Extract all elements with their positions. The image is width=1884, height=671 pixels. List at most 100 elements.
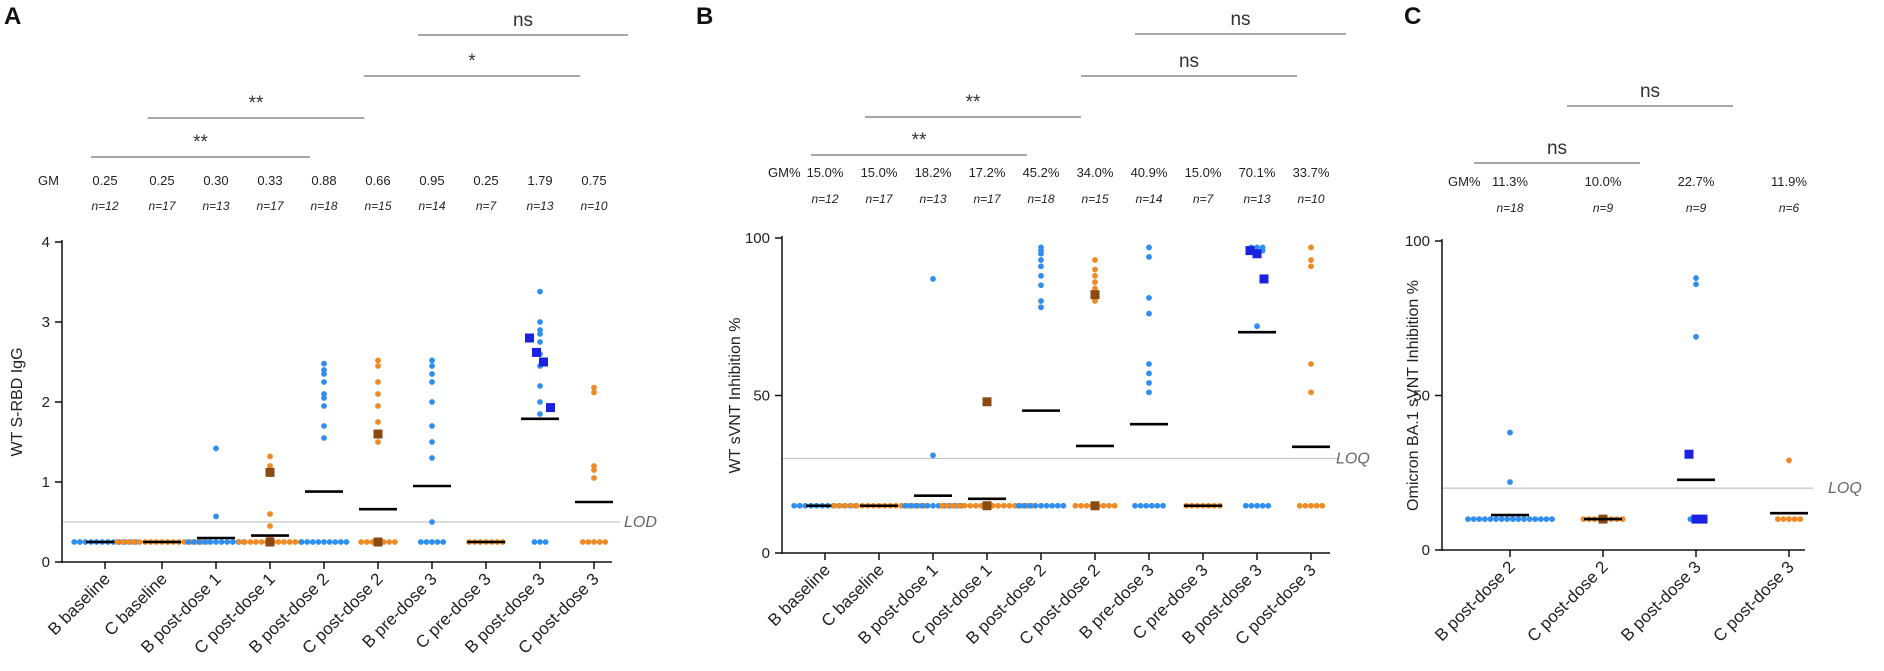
limit-label: LOQ bbox=[1828, 480, 1862, 497]
data-point bbox=[853, 502, 860, 509]
data-point bbox=[1248, 502, 1255, 509]
data-point bbox=[1092, 298, 1098, 304]
y-tick-label: 4 bbox=[42, 234, 50, 251]
data-point bbox=[956, 502, 962, 509]
sample-size-label: n=12 bbox=[91, 199, 118, 213]
data-point bbox=[1509, 516, 1516, 522]
sample-size-label: n=18 bbox=[310, 199, 337, 213]
data-point bbox=[1498, 516, 1505, 522]
data-point bbox=[1146, 380, 1152, 386]
data-point bbox=[1313, 502, 1320, 509]
stat-value: 18.2% bbox=[915, 165, 952, 180]
highlight-point bbox=[1090, 501, 1100, 511]
data-point bbox=[1146, 389, 1152, 396]
data-point bbox=[950, 502, 957, 509]
data-point bbox=[1308, 502, 1314, 509]
data-point bbox=[591, 463, 597, 469]
data-point bbox=[537, 288, 543, 295]
data-point bbox=[1026, 502, 1033, 509]
data-point bbox=[315, 539, 322, 545]
data-point bbox=[1774, 516, 1781, 522]
data-point bbox=[1526, 516, 1533, 522]
data-point bbox=[791, 502, 798, 509]
data-point bbox=[1038, 272, 1044, 279]
data-point bbox=[258, 539, 265, 545]
stat-value: 0.25 bbox=[92, 173, 117, 188]
category-label: C post-dose 2 bbox=[1524, 557, 1612, 645]
highlight-point bbox=[539, 357, 548, 367]
data-point bbox=[1038, 257, 1044, 263]
limit-label: LOQ bbox=[1336, 451, 1370, 468]
stat-value: 0.33 bbox=[257, 173, 282, 188]
data-point bbox=[136, 539, 143, 545]
data-point bbox=[531, 539, 538, 545]
category-label: C post-dose 3 bbox=[1710, 557, 1798, 645]
data-point bbox=[386, 539, 393, 545]
data-point bbox=[1507, 479, 1513, 485]
y-tick-label: 2 bbox=[42, 394, 50, 411]
sample-size-label: n=7 bbox=[1193, 192, 1215, 206]
data-point bbox=[267, 463, 273, 469]
data-point bbox=[375, 391, 381, 397]
data-point bbox=[842, 502, 849, 509]
highlight-point bbox=[265, 467, 275, 477]
significance-label: ** bbox=[912, 130, 927, 151]
data-point bbox=[796, 502, 803, 509]
y-tick-label: 0 bbox=[762, 545, 770, 562]
data-point bbox=[253, 539, 259, 545]
data-point bbox=[429, 423, 435, 429]
stat-value: 70.1% bbox=[1239, 165, 1276, 180]
data-point bbox=[1242, 502, 1249, 509]
data-point bbox=[930, 276, 936, 282]
data-point bbox=[343, 539, 350, 545]
data-point bbox=[1043, 502, 1050, 509]
data-point bbox=[1154, 502, 1161, 509]
data-point bbox=[1254, 502, 1260, 509]
data-point bbox=[1308, 361, 1314, 367]
sample-size-label: n=18 bbox=[1027, 192, 1054, 206]
data-point bbox=[375, 379, 381, 385]
data-point bbox=[918, 502, 925, 509]
data-point bbox=[286, 539, 293, 545]
data-point bbox=[190, 539, 197, 545]
stat-value: 40.9% bbox=[1131, 165, 1168, 180]
data-point bbox=[321, 435, 327, 441]
data-point bbox=[537, 539, 543, 545]
data-point bbox=[1000, 502, 1007, 509]
highlight-point bbox=[1691, 514, 1701, 524]
data-point bbox=[429, 439, 435, 445]
data-point bbox=[321, 367, 327, 373]
data-point bbox=[944, 502, 951, 509]
sample-size-label: n=6 bbox=[1779, 201, 1800, 215]
data-point bbox=[429, 357, 435, 364]
significance-label: ns bbox=[1230, 9, 1250, 30]
data-point bbox=[429, 539, 435, 545]
highlight-point bbox=[1090, 290, 1100, 300]
data-point bbox=[1296, 502, 1303, 509]
panel-a-letter: A bbox=[4, 3, 21, 30]
data-point bbox=[1308, 257, 1314, 263]
stat-value: 1.79 bbox=[527, 173, 552, 188]
panel-c-chart: 0 50 100 Omicron BA.1 sVNT Inhibition % LOQ G… bbox=[1405, 81, 1862, 646]
data-point bbox=[1137, 502, 1144, 509]
stat-value: 0.25 bbox=[149, 173, 174, 188]
data-point bbox=[1549, 516, 1555, 522]
data-point bbox=[267, 453, 273, 460]
data-point bbox=[429, 363, 435, 369]
data-point bbox=[537, 399, 543, 405]
data-point bbox=[537, 331, 543, 337]
sample-size-label: n=17 bbox=[973, 192, 1001, 206]
data-point bbox=[321, 403, 327, 409]
sample-size-label: n=17 bbox=[256, 199, 284, 213]
y-tick-label: 100 bbox=[745, 230, 770, 247]
sample-size-label: n=13 bbox=[202, 199, 229, 213]
data-point bbox=[332, 539, 339, 545]
sample-size-label: n=15 bbox=[1081, 192, 1108, 206]
sample-size-label: n=13 bbox=[1243, 192, 1270, 206]
data-point bbox=[967, 502, 974, 509]
stat-value: 15.0% bbox=[1185, 165, 1222, 180]
data-point bbox=[375, 403, 381, 409]
data-point bbox=[831, 502, 838, 509]
data-point bbox=[1693, 333, 1699, 340]
